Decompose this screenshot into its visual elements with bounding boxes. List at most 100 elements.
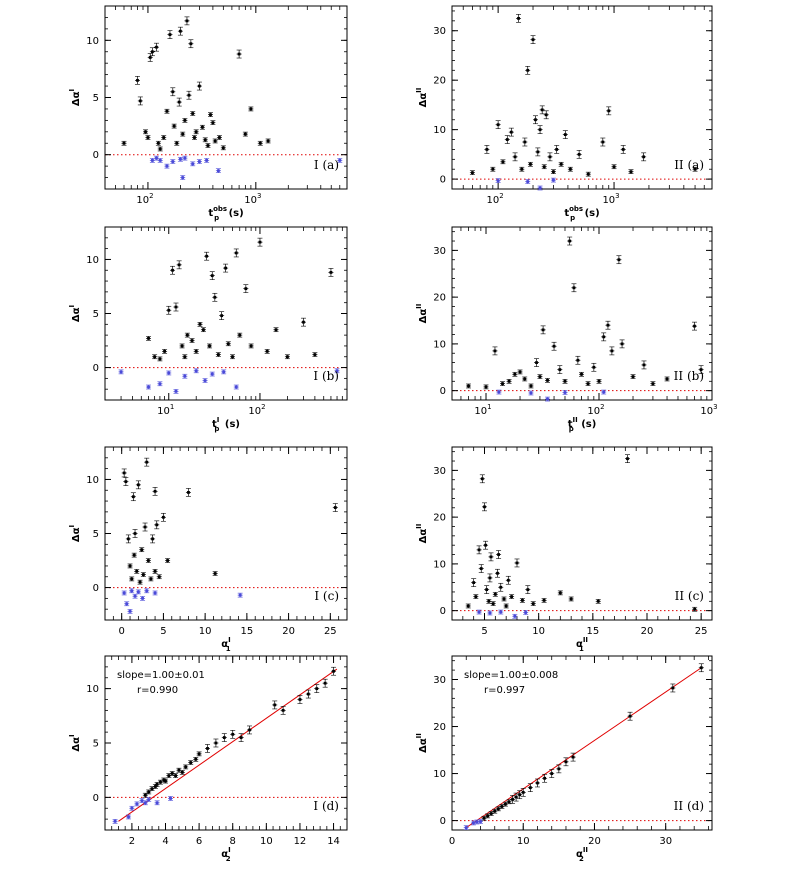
data-point-negative <box>474 819 480 825</box>
data-point <box>157 356 163 362</box>
data-point <box>146 789 152 795</box>
data-point <box>585 171 591 177</box>
panel-label: I (a) <box>314 158 339 172</box>
data-point <box>484 585 490 594</box>
y-tick-label: 0 <box>93 583 99 594</box>
data-point <box>225 341 231 347</box>
panel-Id: 0 5 10 2 4 6 8 10 12 14 I (d) slope=1.00±0.01 r=0.99… <box>68 655 348 863</box>
data-point <box>176 260 182 270</box>
y-tick-label: 5 <box>93 529 99 540</box>
x-tick-label: 8 <box>230 836 236 847</box>
data-point-negative <box>146 384 152 390</box>
data-point <box>153 42 159 52</box>
x-tick-label: 103 <box>602 192 619 206</box>
data-point-negative <box>177 156 183 162</box>
data-point <box>509 594 515 599</box>
data-point <box>205 744 211 753</box>
x-label-main: α <box>576 639 583 650</box>
data-point <box>542 773 548 783</box>
y-label-main: Δα <box>71 737 82 752</box>
x-tick-label: 103 <box>700 403 717 417</box>
y-tick-label: 0 <box>93 363 99 374</box>
data-point <box>505 575 511 585</box>
data-point <box>520 788 526 797</box>
data-point <box>485 813 491 819</box>
data-point <box>197 322 203 327</box>
data-point <box>478 564 484 573</box>
x-label-main: α <box>221 639 228 650</box>
data-point <box>328 268 334 277</box>
data-point <box>630 374 636 379</box>
data-point <box>157 146 163 152</box>
data-point <box>495 568 500 578</box>
plot-frame <box>104 655 348 831</box>
x-tick-label: 102 <box>587 403 604 417</box>
data-point <box>272 700 278 710</box>
x-tick-exponent: 2 <box>149 192 153 200</box>
y-label-main: Δα <box>418 309 429 324</box>
data-point <box>508 127 514 137</box>
data-point <box>202 137 208 143</box>
y-label-superscript: II <box>415 524 423 529</box>
data-point <box>492 591 498 597</box>
data-point <box>469 170 475 175</box>
x-tick-exponent: 2 <box>499 192 503 200</box>
data-point <box>502 801 508 807</box>
data-point <box>488 552 494 562</box>
data-point <box>490 166 496 172</box>
x-tick-label: 101 <box>474 403 491 417</box>
data-point-negative <box>124 601 130 607</box>
data-point-negative <box>525 179 531 184</box>
x-tick-label: 30 <box>659 836 672 847</box>
y-label-superscript: II <box>415 88 423 93</box>
data-point <box>641 360 647 370</box>
x-tick-exponent: 3 <box>615 192 619 200</box>
data-point <box>496 550 502 559</box>
data-point <box>471 578 477 587</box>
x-label-superscript: obs <box>213 205 227 213</box>
data-point <box>535 147 541 157</box>
x-tick-base: 10 <box>244 195 257 206</box>
data-point <box>207 343 213 349</box>
data-point <box>692 606 698 612</box>
data-point-negative <box>173 389 179 394</box>
x-label-subscript: 1 <box>226 645 231 653</box>
y-axis-label: ΔαII <box>415 733 429 753</box>
data-point <box>557 365 563 374</box>
data-point <box>184 16 190 26</box>
data-point-negative <box>337 158 343 163</box>
x-label-subscript: 1 <box>579 645 584 653</box>
y-label-superscript: I <box>68 525 76 528</box>
data-point-negative <box>164 163 170 169</box>
data-point <box>506 378 512 384</box>
panel-label: I (d) <box>313 799 339 813</box>
data-point <box>207 112 213 117</box>
x-tick-label: 20 <box>641 626 654 637</box>
data-point <box>247 725 253 735</box>
x-axis-label: tobs p (s) <box>208 205 243 222</box>
y-tick-label: 5 <box>93 739 99 750</box>
data-point <box>166 305 172 315</box>
data-point <box>563 757 569 767</box>
data-point <box>575 355 581 365</box>
data-point-negative <box>193 368 199 374</box>
x-tick-label: 5 <box>160 626 166 637</box>
data-point <box>576 150 582 159</box>
data-point <box>476 545 482 555</box>
panel-label: II (d) <box>674 799 704 813</box>
x-label-unit: (s) <box>221 419 240 430</box>
data-point-negative <box>209 371 215 377</box>
data-point-negative <box>134 801 140 807</box>
x-axis-label: tI p (s) <box>212 416 240 433</box>
data-point-negative <box>334 368 340 374</box>
data-point-negative <box>496 389 502 395</box>
data-point <box>132 529 138 538</box>
x-tick-label: 15 <box>240 626 253 637</box>
x-tick-base: 10 <box>487 195 500 206</box>
data-point <box>148 576 154 582</box>
x-tick-label: 5 <box>481 626 487 637</box>
data-point <box>139 547 145 553</box>
x-label-main: α <box>576 849 583 860</box>
data-point <box>179 770 185 775</box>
